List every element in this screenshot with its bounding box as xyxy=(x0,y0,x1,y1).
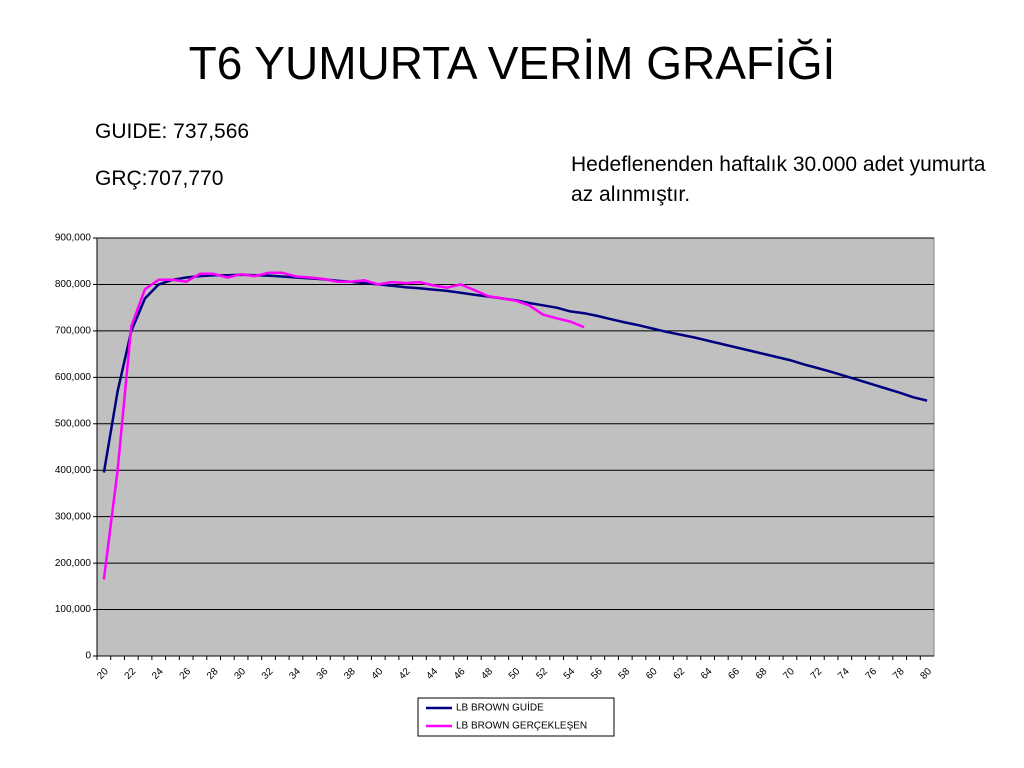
x-tick-label: 34 xyxy=(287,666,303,682)
y-tick-label: 100,000 xyxy=(55,604,92,615)
x-tick-label: 58 xyxy=(617,666,633,682)
x-tick-label: 74 xyxy=(836,666,852,682)
x-tick-label: 22 xyxy=(123,666,139,682)
y-tick-label: 600,000 xyxy=(55,372,92,383)
x-tick-label: 80 xyxy=(918,666,934,682)
y-tick-label: 400,000 xyxy=(55,465,92,476)
x-tick-label: 38 xyxy=(342,666,358,682)
x-tick-label: 52 xyxy=(534,666,550,682)
x-tick-label: 36 xyxy=(315,666,331,682)
x-tick-label: 72 xyxy=(809,666,825,682)
x-tick-label: 60 xyxy=(644,666,660,682)
legend-label: LB BROWN GUİDE xyxy=(456,701,544,714)
actual-note: GRÇ:707,770 xyxy=(95,167,224,190)
y-tick-label: 0 xyxy=(85,651,91,662)
x-tick-label: 48 xyxy=(479,666,495,682)
plot-area xyxy=(96,237,935,657)
x-tick-label: 76 xyxy=(864,666,880,682)
x-tick-label: 66 xyxy=(726,666,742,682)
guide-note: GUIDE: 737,566 xyxy=(95,120,250,143)
x-tick-label: 68 xyxy=(754,666,770,682)
x-tick-label: 40 xyxy=(370,666,386,682)
x-tick-label: 64 xyxy=(699,666,715,682)
x-tick-label: 50 xyxy=(507,666,523,682)
x-tick-label: 26 xyxy=(178,666,194,682)
x-tick-label: 44 xyxy=(425,666,441,682)
legend-box xyxy=(417,697,615,737)
x-tick-label: 62 xyxy=(671,666,687,682)
comment: Hedeflenenden haftalık 30.000 adet yumur… xyxy=(571,153,986,206)
y-tick-label: 700,000 xyxy=(55,326,92,337)
x-tick-label: 78 xyxy=(891,666,907,682)
y-tick-label: 800,000 xyxy=(55,279,92,290)
y-tick-label: 200,000 xyxy=(55,558,92,569)
legend-label: LB BROWN GERÇEKLEŞEN xyxy=(456,721,587,732)
x-tick-label: 32 xyxy=(260,666,276,682)
x-tick-label: 70 xyxy=(781,666,797,682)
y-tick-label: 500,000 xyxy=(55,418,92,429)
x-tick-label: 28 xyxy=(205,666,221,682)
x-tick-label: 20 xyxy=(95,666,111,682)
x-tick-label: 54 xyxy=(562,666,578,682)
x-tick-label: 24 xyxy=(150,666,166,682)
slide-title: T6 YUMURTA VERİM GRAFİĞİ xyxy=(188,37,836,89)
x-tick-label: 30 xyxy=(232,666,248,682)
y-tick-label: 900,000 xyxy=(55,233,92,244)
x-tick-label: 42 xyxy=(397,666,413,682)
x-tick-label: 56 xyxy=(589,666,605,682)
y-tick-label: 300,000 xyxy=(55,511,92,522)
x-tick-label: 46 xyxy=(452,666,468,682)
series-line xyxy=(102,271,585,580)
